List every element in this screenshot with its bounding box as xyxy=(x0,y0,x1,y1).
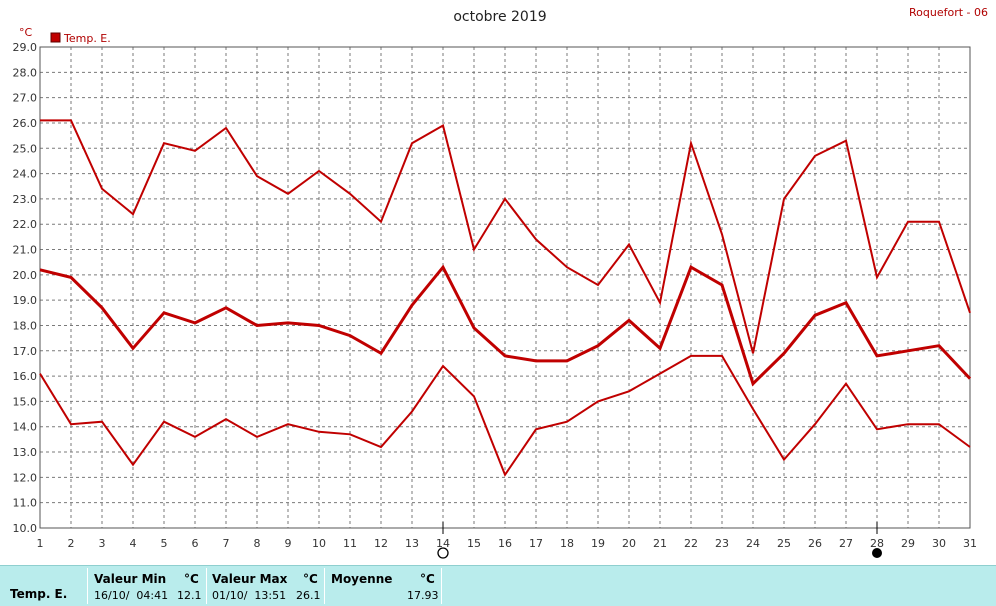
x-tick-label: 11 xyxy=(343,537,357,550)
new-moon-icon xyxy=(872,548,882,558)
max-date: 01/10/ 13:51 xyxy=(212,589,287,602)
y-tick-label: 17.0 xyxy=(13,345,38,358)
y-tick-label: 24.0 xyxy=(13,168,38,181)
x-tick-label: 19 xyxy=(591,537,605,550)
min-date: 16/10/ 04:41 xyxy=(94,589,169,602)
min-label: Valeur Min xyxy=(94,572,167,586)
footer-avg-cell: Moyenne °C 17.93 xyxy=(325,566,441,606)
y-tick-label: 28.0 xyxy=(13,66,38,79)
x-tick-label: 21 xyxy=(653,537,667,550)
footer-separator xyxy=(441,568,442,604)
footer-row-label: Temp. E. xyxy=(10,587,68,601)
y-tick-label: 23.0 xyxy=(13,193,38,206)
y-tick-label: 19.0 xyxy=(13,294,38,307)
y-tick-label: 25.0 xyxy=(13,142,38,155)
x-axis-ticks: 1 2 3 4 5 6 7 8 9 10 11 12 13 14 15 16 17 18 19 20 21 22 23 24 2… xyxy=(37,537,978,550)
x-tick-label: 7 xyxy=(223,537,230,550)
max-label: Valeur Max xyxy=(212,572,288,586)
y-tick-label: 15.0 xyxy=(13,395,38,408)
full-moon-icon xyxy=(437,547,449,559)
avg-value: 17.93 xyxy=(407,589,439,602)
x-tick-label: 30 xyxy=(932,537,946,550)
x-tick-label: 29 xyxy=(901,537,915,550)
x-tick-label: 14 xyxy=(436,537,450,550)
temperature-chart: octobre 2019 Roquefort - 06 °C Temp. E. … xyxy=(13,6,988,559)
y-tick-label: 21.0 xyxy=(13,244,38,257)
stats-footer: Temp. E. Valeur Min °C 16/10/ 04:41 12.1… xyxy=(0,565,996,606)
legend-swatch xyxy=(50,32,61,43)
x-tick-label: 18 xyxy=(560,537,574,550)
y-tick-label: 27.0 xyxy=(13,92,38,105)
series-line-mean xyxy=(39,264,972,387)
min-value: 12.1 xyxy=(177,589,202,602)
y-tick-label: 13.0 xyxy=(13,446,38,459)
y-tick-label: 11.0 xyxy=(13,497,38,510)
station-label: Roquefort - 06 xyxy=(909,6,988,19)
x-tick-label: 13 xyxy=(405,537,419,550)
series-line-max xyxy=(40,119,971,354)
y-tick-label: 29.0 xyxy=(13,41,38,54)
x-tick-label: 12 xyxy=(374,537,388,550)
x-tick-label: 1 xyxy=(37,537,44,550)
avg-label: Moyenne xyxy=(331,572,393,586)
x-tick-label: 31 xyxy=(963,537,977,550)
x-tick-label: 2 xyxy=(68,537,75,550)
x-tick-label: 3 xyxy=(99,537,106,550)
x-tick-label: 15 xyxy=(467,537,481,550)
y-axis-ticks: 10.0 11.0 12.0 13.0 14.0 15.0 16.0 17.0 18.0 19.0… xyxy=(13,41,38,535)
y-tick-label: 18.0 xyxy=(13,319,38,332)
plot-frame xyxy=(39,46,971,529)
y-axis-unit: °C xyxy=(19,26,33,39)
y-tick-label: 10.0 xyxy=(13,522,38,535)
y-tick-label: 20.0 xyxy=(13,269,38,282)
min-unit: °C xyxy=(184,572,199,586)
footer-separator xyxy=(87,568,88,604)
footer-row-label-cell: Temp. E. xyxy=(0,566,86,606)
x-tick-label: 24 xyxy=(746,537,760,550)
x-tick-label: 9 xyxy=(285,537,292,550)
x-tick-label: 8 xyxy=(254,537,261,550)
footer-separator xyxy=(324,568,325,604)
markers xyxy=(437,522,882,559)
max-unit: °C xyxy=(303,572,318,586)
x-tick-label: 23 xyxy=(715,537,729,550)
footer-min-cell: Valeur Min °C 16/10/ 04:41 12.1 xyxy=(88,566,205,606)
y-tick-label: 12.0 xyxy=(13,471,38,484)
footer-max-cell: Valeur Max °C 01/10/ 13:51 26.1 xyxy=(207,566,324,606)
y-tick-label: 14.0 xyxy=(13,421,38,434)
x-tick-label: 10 xyxy=(312,537,326,550)
x-tick-label: 17 xyxy=(529,537,543,550)
x-tick-label: 6 xyxy=(192,537,199,550)
footer-separator xyxy=(206,568,207,604)
x-tick-label: 26 xyxy=(808,537,822,550)
x-tick-label: 5 xyxy=(161,537,168,550)
x-tick-label: 25 xyxy=(777,537,791,550)
y-tick-label: 16.0 xyxy=(13,370,38,383)
x-tick-label: 28 xyxy=(870,537,884,550)
y-tick-label: 26.0 xyxy=(13,117,38,130)
x-tick-label: 20 xyxy=(622,537,636,550)
grid xyxy=(40,47,970,528)
series xyxy=(39,119,972,477)
chart-title: octobre 2019 xyxy=(453,9,546,25)
x-tick-label: 16 xyxy=(498,537,512,550)
avg-unit: °C xyxy=(420,572,435,586)
y-tick-label: 22.0 xyxy=(13,218,38,231)
legend-label: Temp. E. xyxy=(63,32,111,45)
x-tick-label: 4 xyxy=(130,537,137,550)
x-tick-label: 22 xyxy=(684,537,698,550)
x-tick-label: 27 xyxy=(839,537,853,550)
series-line-min xyxy=(39,354,971,477)
max-value: 26.1 xyxy=(296,589,321,602)
